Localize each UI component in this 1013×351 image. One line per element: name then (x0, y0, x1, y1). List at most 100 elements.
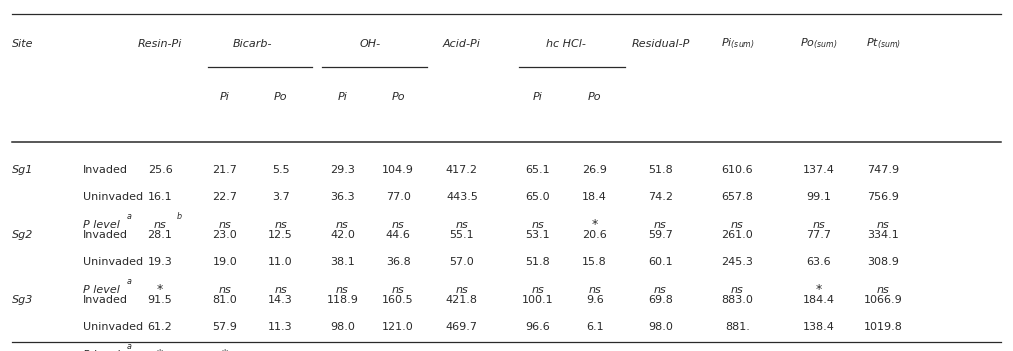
Text: 57.9: 57.9 (213, 322, 237, 332)
Text: Resin-Pi: Resin-Pi (138, 39, 182, 49)
Text: 61.2: 61.2 (148, 322, 172, 332)
Text: ns: ns (275, 220, 287, 230)
Text: Pi: Pi (220, 92, 230, 101)
Text: 20.6: 20.6 (582, 230, 607, 240)
Text: 104.9: 104.9 (382, 165, 414, 175)
Text: 118.9: 118.9 (326, 295, 359, 305)
Text: ns: ns (456, 285, 468, 294)
Text: Residual-P: Residual-P (631, 39, 690, 49)
Text: P level: P level (83, 220, 120, 230)
Text: 5.5: 5.5 (271, 165, 290, 175)
Text: 77.0: 77.0 (386, 192, 410, 203)
Text: ns: ns (654, 350, 667, 351)
Text: ns: ns (275, 350, 287, 351)
Text: 96.6: 96.6 (526, 322, 550, 332)
Text: Po: Po (391, 92, 405, 101)
Text: ns: ns (877, 350, 889, 351)
Text: Po$_{\mathregular{(sum)}}$: Po$_{\mathregular{(sum)}}$ (800, 37, 837, 51)
Text: 245.3: 245.3 (721, 257, 754, 267)
Text: 15.8: 15.8 (582, 257, 607, 267)
Text: 23.0: 23.0 (213, 230, 237, 240)
Text: ns: ns (731, 220, 744, 230)
Text: *: * (157, 283, 163, 296)
Text: ns: ns (392, 220, 404, 230)
Text: 16.1: 16.1 (148, 192, 172, 203)
Text: OH-: OH- (360, 39, 381, 49)
Text: ns: ns (532, 285, 544, 294)
Text: 443.5: 443.5 (446, 192, 478, 203)
Text: Sg1: Sg1 (12, 165, 33, 175)
Text: a: a (127, 212, 132, 221)
Text: a: a (127, 277, 132, 286)
Text: ns: ns (877, 285, 889, 294)
Text: 1019.8: 1019.8 (864, 322, 903, 332)
Text: ns: ns (589, 350, 601, 351)
Text: 57.0: 57.0 (450, 257, 474, 267)
Text: 19.3: 19.3 (148, 257, 172, 267)
Text: Acid-Pi: Acid-Pi (443, 39, 481, 49)
Text: ns: ns (336, 220, 348, 230)
Text: Uninvaded: Uninvaded (83, 257, 143, 267)
Text: 74.2: 74.2 (648, 192, 673, 203)
Text: 3.7: 3.7 (271, 192, 290, 203)
Text: Sg3: Sg3 (12, 295, 33, 305)
Text: 36.8: 36.8 (386, 257, 410, 267)
Text: a: a (127, 342, 132, 351)
Text: Pt$_{\mathregular{(sum)}}$: Pt$_{\mathregular{(sum)}}$ (866, 37, 901, 51)
Text: 55.1: 55.1 (450, 230, 474, 240)
Text: 65.0: 65.0 (526, 192, 550, 203)
Text: Uninvaded: Uninvaded (83, 192, 143, 203)
Text: b: b (176, 212, 181, 221)
Text: 36.3: 36.3 (330, 192, 355, 203)
Text: Uninvaded: Uninvaded (83, 322, 143, 332)
Text: 29.3: 29.3 (330, 165, 355, 175)
Text: Invaded: Invaded (83, 295, 128, 305)
Text: ns: ns (731, 285, 744, 294)
Text: 19.0: 19.0 (213, 257, 237, 267)
Text: 38.1: 38.1 (330, 257, 355, 267)
Text: 756.9: 756.9 (867, 192, 900, 203)
Text: ns: ns (532, 350, 544, 351)
Text: Pi: Pi (337, 92, 347, 101)
Text: ns: ns (336, 285, 348, 294)
Text: 308.9: 308.9 (867, 257, 900, 267)
Text: 77.7: 77.7 (806, 230, 831, 240)
Text: ns: ns (532, 220, 544, 230)
Text: *: * (815, 283, 822, 296)
Text: 53.1: 53.1 (526, 230, 550, 240)
Text: 44.6: 44.6 (386, 230, 410, 240)
Text: ns: ns (154, 220, 166, 230)
Text: 22.7: 22.7 (213, 192, 237, 203)
Text: 14.3: 14.3 (268, 295, 293, 305)
Text: ns: ns (275, 285, 287, 294)
Text: 121.0: 121.0 (382, 322, 414, 332)
Text: ns: ns (589, 285, 601, 294)
Text: *: * (592, 218, 598, 231)
Text: 25.6: 25.6 (148, 165, 172, 175)
Text: 137.4: 137.4 (802, 165, 835, 175)
Text: 99.1: 99.1 (806, 192, 831, 203)
Text: ns: ns (731, 350, 744, 351)
Text: Bicarb-: Bicarb- (233, 39, 272, 49)
Text: hc HCl-: hc HCl- (546, 39, 587, 49)
Text: 11.0: 11.0 (268, 257, 293, 267)
Text: 747.9: 747.9 (867, 165, 900, 175)
Text: 98.0: 98.0 (330, 322, 355, 332)
Text: 51.8: 51.8 (648, 165, 673, 175)
Text: 881.: 881. (725, 322, 750, 332)
Text: 184.4: 184.4 (802, 295, 835, 305)
Text: 469.7: 469.7 (446, 322, 478, 332)
Text: *: * (222, 348, 228, 351)
Text: *: * (157, 348, 163, 351)
Text: ns: ns (219, 220, 231, 230)
Text: Invaded: Invaded (83, 230, 128, 240)
Text: P level: P level (83, 350, 120, 351)
Text: ns: ns (456, 220, 468, 230)
Text: 421.8: 421.8 (446, 295, 478, 305)
Text: Sg2: Sg2 (12, 230, 33, 240)
Text: 417.2: 417.2 (446, 165, 478, 175)
Text: Pi$_{\mathregular{(sum)}}$: Pi$_{\mathregular{(sum)}}$ (720, 37, 755, 51)
Text: ns: ns (392, 350, 404, 351)
Text: 261.0: 261.0 (721, 230, 754, 240)
Text: 98.0: 98.0 (648, 322, 673, 332)
